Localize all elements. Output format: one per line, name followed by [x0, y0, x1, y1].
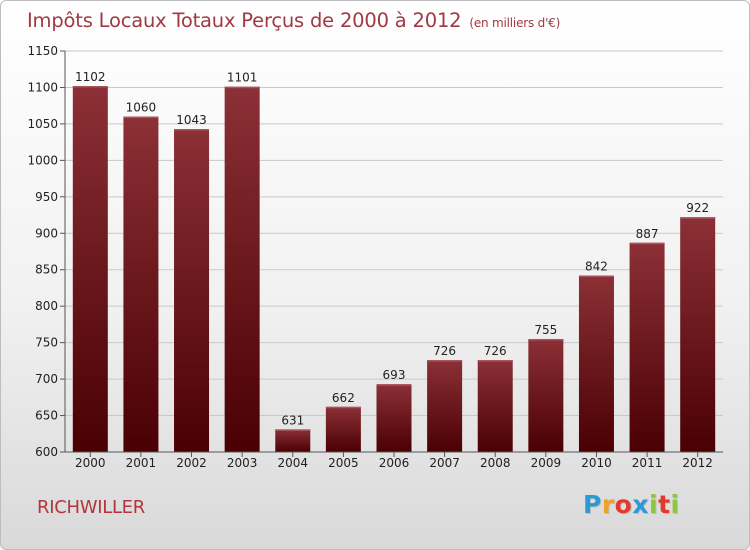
bar-highlight [680, 217, 716, 219]
y-tick-label: 600 [35, 445, 58, 459]
x-tick-label: 2002 [176, 456, 207, 470]
bar-highlight [528, 338, 564, 341]
bar-2007 [427, 360, 463, 452]
bar-highlight [275, 429, 311, 431]
x-tick-label: 2006 [379, 456, 410, 470]
y-axis: 600 650 700 750 800 850 900 950 1000 1050 1100 1150 [27, 44, 66, 459]
commune-name: RICHWILLER [37, 497, 145, 518]
y-tick-label: 750 [35, 336, 58, 350]
data-label: 755 [534, 323, 557, 337]
x-tick-label: 2001 [126, 456, 157, 470]
bar-2008 [477, 360, 513, 452]
chart-title-text: Impôts Locaux Totaux Perçus de 2000 à 20… [27, 9, 462, 32]
bar-2011 [629, 242, 665, 452]
bar-highlight [123, 116, 159, 119]
y-tick-label: 850 [35, 263, 58, 277]
logo-letter: i [670, 490, 680, 519]
x-tick-label: 2003 [227, 456, 258, 470]
x-axis: 2000 2001 2002 2003 2004 2005 2006 2007 2008 2009… [65, 451, 723, 470]
bar-2001 [123, 116, 159, 453]
bar-highlight [224, 86, 260, 89]
proxiti-logo: Proxiti [583, 490, 680, 519]
logo-letter: t [658, 490, 671, 519]
y-tick-label: 1000 [27, 153, 58, 167]
data-label: 726 [433, 344, 456, 358]
y-tick-label: 700 [35, 372, 58, 386]
bar-2003 [224, 86, 260, 452]
y-tick-label: 1100 [27, 80, 58, 94]
y-tick-label: 950 [35, 190, 58, 204]
x-tick-label: 2008 [480, 456, 511, 470]
data-label: 1101 [227, 71, 258, 85]
bar-highlight [72, 85, 108, 88]
bar-2009 [528, 338, 564, 452]
bar-2000 [72, 85, 108, 452]
bar-highlight [325, 406, 361, 409]
bar-2002 [174, 129, 210, 452]
data-label: 726 [484, 344, 507, 358]
data-label: 631 [281, 413, 304, 427]
x-tick-label: 2004 [277, 456, 308, 470]
y-tick-label: 900 [35, 226, 58, 240]
logo-letter: r [601, 490, 615, 519]
bar-highlight [427, 360, 463, 362]
bar-highlight [629, 242, 665, 245]
bar-highlight [578, 275, 614, 278]
chart-title: Impôts Locaux Totaux Perçus de 2000 à 20… [27, 9, 560, 32]
chart-unit: (en milliers d'€) [469, 16, 561, 30]
data-label: 1043 [176, 113, 207, 127]
bar-2012 [680, 217, 716, 452]
logo-letter: P [583, 490, 602, 519]
x-tick-label: 2009 [531, 456, 562, 470]
y-tick-label: 1050 [27, 117, 58, 131]
x-tick-label: 2007 [429, 456, 460, 470]
y-tick-label: 800 [35, 299, 58, 313]
data-label: 887 [636, 227, 659, 241]
data-label: 662 [332, 391, 355, 405]
bar-2005 [325, 406, 361, 452]
bar-2006 [376, 384, 412, 452]
logo-letter: o [614, 490, 633, 519]
bar-highlight [376, 384, 412, 386]
y-tick-label: 650 [35, 409, 58, 423]
bar-highlight [174, 129, 210, 131]
logo-letter: x [632, 490, 649, 519]
data-label: 1102 [75, 70, 106, 84]
y-tick-label: 1150 [27, 44, 58, 58]
data-label: 842 [585, 260, 608, 274]
data-label: 1060 [126, 101, 157, 115]
data-label: 922 [686, 201, 709, 215]
bar-2010 [578, 275, 614, 452]
bars: 1102 1060 1043 1101 631 662 693 726 726 755 842 887… [72, 70, 716, 453]
x-tick-label: 2005 [328, 456, 359, 470]
x-tick-label: 2010 [581, 456, 612, 470]
x-tick-label: 2000 [75, 456, 106, 470]
data-label: 693 [383, 368, 406, 382]
x-tick-label: 2012 [682, 456, 713, 470]
logo-letter: i [649, 490, 659, 519]
bar-2004 [275, 429, 311, 452]
bar-highlight [477, 360, 513, 362]
x-tick-label: 2011 [632, 456, 663, 470]
